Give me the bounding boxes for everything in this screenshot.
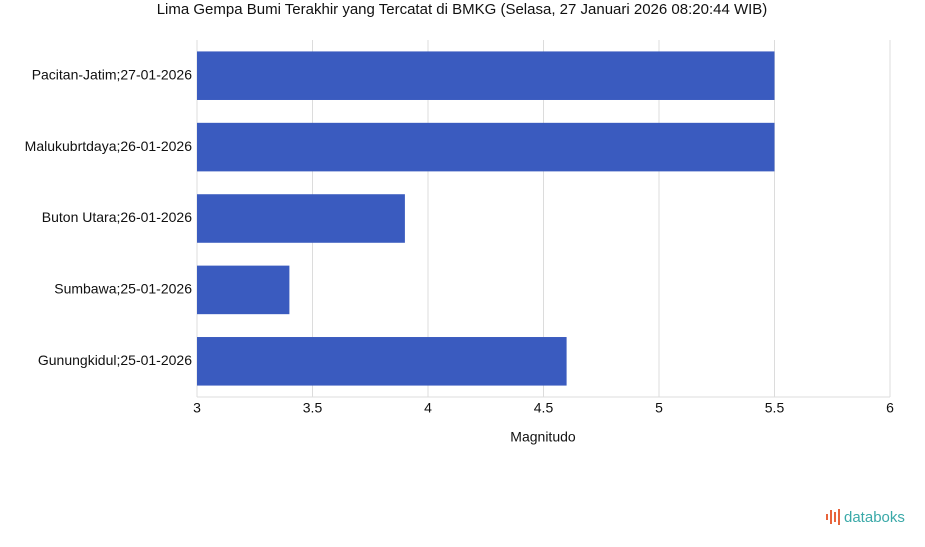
y-tick-label: Sumbawa;25-01-2026 bbox=[54, 281, 192, 297]
bar bbox=[197, 194, 405, 243]
bar bbox=[197, 122, 775, 172]
x-tick-label: 4 bbox=[424, 400, 432, 416]
logo-icon bbox=[826, 509, 840, 525]
y-tick-label: Gunungkidul;25-01-2026 bbox=[38, 352, 192, 368]
x-tick-label: 4.5 bbox=[534, 400, 554, 416]
bar bbox=[197, 265, 290, 315]
logo-text: databoks bbox=[844, 509, 905, 526]
y-tick-label: Pacitan-Jatim;27-01-2026 bbox=[32, 66, 193, 82]
x-tick-label: 5.5 bbox=[765, 400, 785, 416]
bar bbox=[197, 51, 775, 100]
x-tick-label: 3 bbox=[193, 400, 201, 416]
y-tick-label: Malukubrtdaya;26-01-2026 bbox=[25, 138, 193, 154]
x-tick-label: 6 bbox=[886, 400, 894, 416]
y-tick-label: Buton Utara;26-01-2026 bbox=[42, 209, 192, 225]
x-tick-label: 3.5 bbox=[303, 400, 323, 416]
x-axis-title: Magnitudo bbox=[510, 429, 576, 445]
logo: databoks bbox=[826, 509, 905, 526]
chart-title: Lima Gempa Bumi Terakhir yang Tercatat d… bbox=[157, 1, 768, 18]
bar bbox=[197, 337, 567, 386]
x-tick-label: 5 bbox=[655, 400, 663, 416]
